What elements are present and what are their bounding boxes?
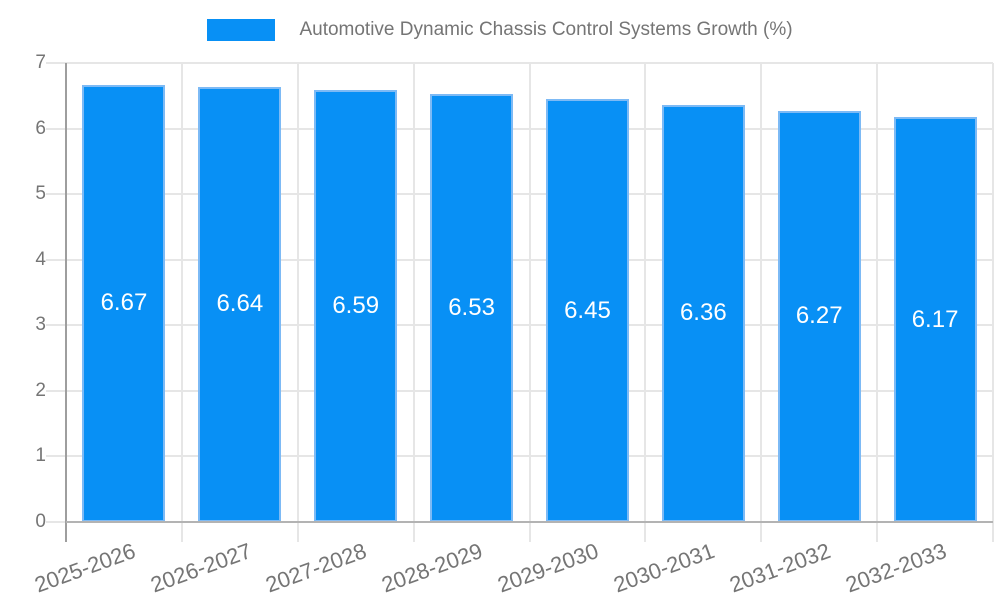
y-gridline (46, 127, 993, 130)
x-tick-label: 2031-2032 (726, 538, 834, 598)
x-tick-label: 2030-2031 (610, 538, 718, 598)
y-tick-label: 0 (35, 511, 46, 532)
bar-value-label: 6.67 (100, 289, 148, 317)
y-gridline (46, 62, 993, 64)
bar-value-label: 6.45 (564, 296, 611, 324)
bar-value-label: 6.27 (795, 302, 843, 330)
x-gridline (180, 63, 183, 542)
bar-value-label: 6.64 (216, 290, 264, 318)
bar: 6.17 (893, 117, 977, 522)
x-gridline (992, 63, 994, 542)
x-tick-label: 2028-2029 (378, 538, 487, 598)
y-gridline (46, 389, 993, 392)
x-tick-label: 2026-2027 (146, 538, 255, 598)
y-gridline (46, 193, 993, 196)
bar: 6.67 (82, 84, 166, 522)
y-gridline (46, 258, 993, 261)
y-tick-label: 4 (35, 248, 46, 270)
y-gridline (46, 324, 993, 327)
chart-title: Automotive Dynamic Chassis Control Syste… (299, 19, 793, 40)
y-tick-label: 3 (35, 314, 46, 336)
y-tick-label: 7 (35, 52, 46, 73)
y-axis-line (65, 63, 67, 542)
bar-value-label: 6.36 (679, 299, 727, 327)
x-gridline (876, 63, 879, 542)
bar: 6.45 (545, 99, 629, 522)
legend-swatch (207, 19, 276, 41)
x-gridline (760, 63, 763, 542)
bar: 6.27 (777, 110, 861, 522)
x-axis-line (66, 521, 993, 523)
x-gridline (296, 63, 299, 542)
bar: 6.64 (198, 86, 282, 522)
x-tick-label: 2027-2028 (262, 538, 371, 598)
bar: 6.53 (430, 93, 514, 522)
bar-value-label: 6.53 (448, 293, 495, 321)
bar: 6.59 (314, 89, 398, 522)
y-tick-label: 2 (35, 379, 46, 401)
x-gridline (528, 63, 531, 542)
x-tick-label: 2029-2030 (494, 538, 602, 598)
plot-area: 6.67 6.64 6.59 6.53 6.45 6.36 6.27 6.17 (46, 62, 994, 542)
x-tick-label: 2032-2033 (842, 538, 950, 598)
y-tick-label: 6 (35, 117, 46, 139)
x-gridline (412, 63, 415, 542)
bar: 6.36 (661, 104, 745, 522)
x-tick-label: 2025-2026 (31, 538, 139, 598)
y-gridline (46, 455, 993, 458)
bar-value-label: 6.17 (911, 305, 959, 333)
x-gridline (644, 63, 647, 542)
legend: Automotive Dynamic Chassis Control Syste… (0, 16, 1000, 44)
bar-value-label: 6.59 (332, 291, 380, 319)
y-tick-label: 5 (35, 183, 46, 205)
y-tick-label: 1 (35, 445, 46, 467)
